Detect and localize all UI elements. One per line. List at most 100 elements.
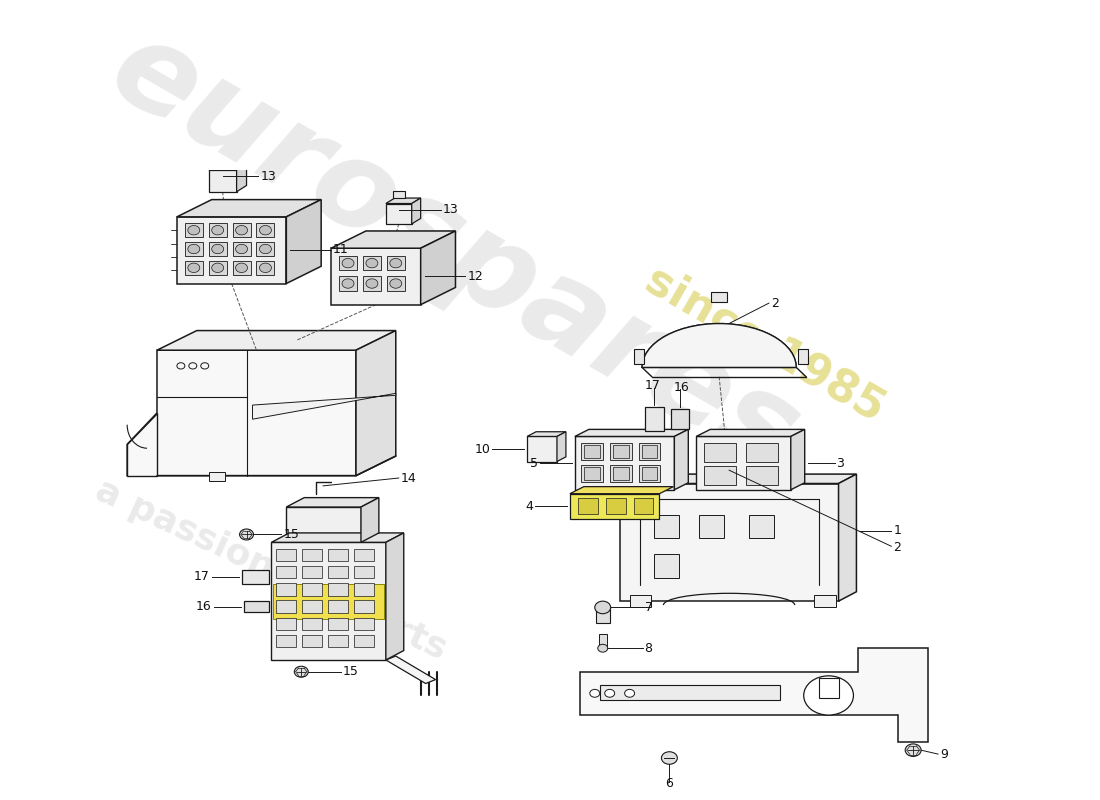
Circle shape (625, 690, 635, 698)
Bar (209, 242, 227, 256)
Circle shape (260, 226, 272, 235)
Circle shape (260, 263, 272, 273)
Bar (654, 554, 680, 578)
Polygon shape (209, 170, 236, 192)
Polygon shape (619, 483, 838, 601)
Text: 13: 13 (261, 170, 276, 182)
Bar (354, 618, 374, 630)
Circle shape (595, 601, 610, 614)
Text: 2: 2 (771, 297, 779, 310)
Bar (598, 634, 607, 648)
Bar (393, 191, 405, 198)
Bar (387, 277, 405, 290)
Bar (328, 583, 348, 596)
Polygon shape (286, 200, 321, 283)
Bar (276, 549, 296, 561)
Circle shape (389, 279, 402, 288)
Bar (641, 467, 658, 479)
Bar (256, 261, 274, 275)
Text: 5: 5 (530, 457, 538, 470)
Bar (639, 442, 660, 460)
Bar (209, 472, 224, 481)
Polygon shape (642, 323, 796, 367)
Text: 3: 3 (836, 457, 845, 470)
Circle shape (211, 226, 223, 235)
Circle shape (240, 529, 253, 540)
Polygon shape (272, 542, 386, 660)
Circle shape (342, 279, 354, 288)
Bar (217, 145, 229, 153)
Bar (629, 595, 651, 606)
Text: 16: 16 (196, 600, 211, 613)
Bar (302, 566, 322, 578)
Bar (700, 515, 724, 538)
Polygon shape (157, 330, 396, 350)
Text: 9: 9 (940, 747, 948, 761)
Bar (654, 515, 680, 538)
Polygon shape (420, 231, 455, 305)
Bar (799, 349, 808, 364)
Bar (276, 566, 296, 578)
Bar (302, 600, 322, 613)
Polygon shape (570, 486, 673, 494)
Polygon shape (557, 432, 565, 462)
Polygon shape (411, 198, 420, 224)
Bar (634, 498, 653, 514)
Bar (328, 549, 348, 561)
Polygon shape (331, 231, 455, 248)
Text: 7: 7 (645, 601, 652, 614)
Text: 4: 4 (525, 500, 533, 513)
Bar (354, 583, 374, 596)
Polygon shape (286, 507, 361, 542)
Text: since 1985: since 1985 (638, 258, 892, 430)
Bar (339, 256, 358, 270)
Text: 10: 10 (474, 442, 491, 455)
Polygon shape (128, 350, 356, 476)
Bar (639, 465, 660, 482)
Polygon shape (209, 163, 246, 170)
Text: 11: 11 (333, 243, 349, 256)
Polygon shape (696, 437, 791, 490)
Circle shape (597, 644, 607, 652)
Bar (276, 618, 296, 630)
Text: eurospares: eurospares (90, 8, 818, 496)
Bar (609, 442, 631, 460)
Bar (671, 409, 690, 430)
Bar (609, 465, 631, 482)
Bar (746, 466, 778, 485)
Polygon shape (791, 430, 805, 490)
Bar (581, 465, 603, 482)
Bar (596, 607, 609, 623)
Text: 17: 17 (194, 570, 210, 583)
Bar (363, 277, 381, 290)
Bar (578, 498, 597, 514)
Text: 16: 16 (673, 381, 690, 394)
Bar (814, 595, 836, 606)
Text: 17: 17 (645, 379, 660, 392)
Bar (276, 600, 296, 613)
Polygon shape (570, 494, 659, 519)
Polygon shape (177, 200, 321, 217)
Polygon shape (356, 330, 396, 476)
Bar (276, 635, 296, 647)
Circle shape (188, 263, 200, 273)
Bar (613, 467, 628, 479)
Bar (232, 261, 251, 275)
Bar (185, 242, 202, 256)
Polygon shape (696, 430, 805, 437)
Bar (256, 223, 274, 238)
Bar (302, 583, 322, 596)
Circle shape (590, 690, 600, 698)
Polygon shape (128, 413, 157, 476)
Polygon shape (527, 437, 557, 462)
Text: 8: 8 (645, 642, 652, 654)
Bar (354, 635, 374, 647)
Text: 14: 14 (400, 471, 417, 485)
Circle shape (905, 744, 921, 757)
Bar (302, 635, 322, 647)
Circle shape (342, 258, 354, 268)
Circle shape (211, 263, 223, 273)
Circle shape (389, 258, 402, 268)
Circle shape (211, 244, 223, 254)
Bar (641, 445, 658, 458)
